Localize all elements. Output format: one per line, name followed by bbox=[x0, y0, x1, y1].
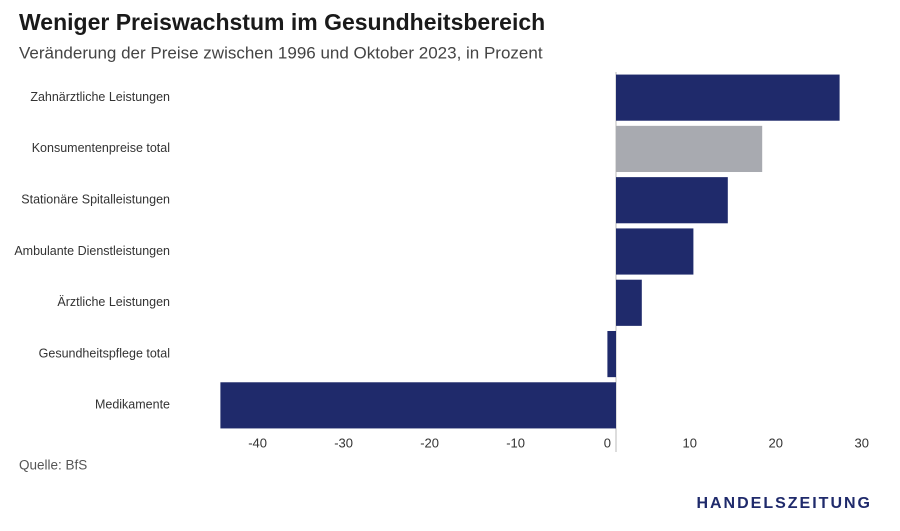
bar bbox=[616, 279, 642, 326]
bar bbox=[616, 177, 728, 224]
y-tick-label: Gesundheitspflege total bbox=[39, 346, 170, 360]
chart-title: Weniger Preiswachstum im Gesundheitsbere… bbox=[19, 9, 545, 35]
bar bbox=[616, 74, 840, 121]
chart-subtitle: Veränderung der Preise zwischen 1996 und… bbox=[19, 43, 543, 62]
y-tick-label: Ärztliche Leistungen bbox=[57, 295, 170, 309]
source: Quelle: BfS bbox=[19, 458, 87, 473]
y-tick-label: Stationäre Spitalleistungen bbox=[21, 193, 170, 207]
y-tick-label: Medikamente bbox=[95, 398, 170, 412]
brand: HANDELSZEITUNG bbox=[696, 495, 872, 512]
x-tick-label: -30 bbox=[334, 435, 353, 450]
bar bbox=[607, 330, 616, 378]
x-tick-label: -10 bbox=[506, 435, 525, 450]
x-tick-label: 10 bbox=[683, 435, 697, 450]
x-tick-label: 20 bbox=[769, 435, 783, 450]
y-tick-label: Konsumentenpreise total bbox=[32, 141, 170, 155]
x-tick-label: -40 bbox=[248, 435, 267, 450]
bar bbox=[616, 228, 694, 275]
y-tick-label: Zahnärztliche Leistungen bbox=[30, 90, 170, 104]
x-tick-label: -20 bbox=[420, 435, 439, 450]
bar bbox=[616, 125, 763, 173]
x-tick-label: 30 bbox=[855, 435, 869, 450]
y-tick-label: Ambulante Dienstleistungen bbox=[14, 244, 170, 258]
x-tick-label: 0 bbox=[604, 435, 611, 450]
bar bbox=[220, 382, 616, 429]
